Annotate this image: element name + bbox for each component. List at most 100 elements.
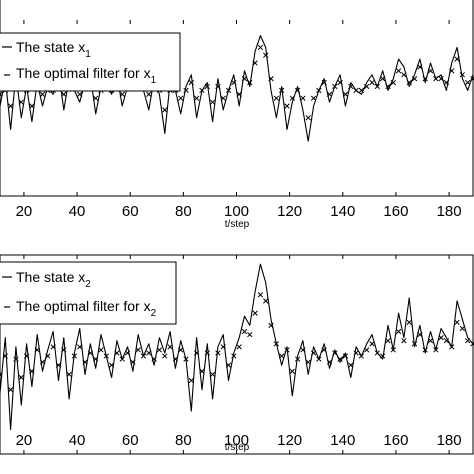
- top-series-filter-point: [220, 95, 226, 101]
- bottom-series-filter-point: [364, 347, 370, 353]
- bottom-series-filter-point: [422, 347, 428, 353]
- top-series-filter-point: [231, 79, 237, 86]
- top-legend-entry-filter-text: The optimal filter for x: [16, 65, 151, 81]
- bottom-series-filter-point: [454, 319, 460, 326]
- bottom-series-filter-point: [146, 350, 152, 356]
- top-series-filter-point: [257, 44, 264, 51]
- bottom-series-filter-point: [443, 338, 450, 344]
- top-series-filter-point: [326, 91, 333, 97]
- top-series-filter-point: [146, 91, 152, 97]
- bottom-series-filter-point: [358, 353, 365, 359]
- top-series-filter-point: [465, 79, 471, 86]
- top-series-filter-point: [18, 99, 24, 105]
- bottom-series-filter-point: [294, 356, 301, 362]
- bottom-series-filter-point: [395, 328, 402, 335]
- top-series-filter-point: [411, 76, 418, 82]
- bottom-series-filter-point: [374, 350, 380, 356]
- bottom-series-filter-point: [55, 362, 62, 368]
- top-series-filter-point: [417, 64, 423, 70]
- top-x-tick-label: 20: [16, 203, 33, 220]
- bottom-series-filter-point: [326, 359, 333, 365]
- top-x-tick-label: 140: [330, 203, 355, 220]
- top-series-filter-point: [241, 76, 248, 82]
- bottom-series-filter-point: [438, 335, 444, 341]
- bottom-series-filter-point: [130, 359, 136, 365]
- bottom-series-filter-point: [433, 347, 439, 353]
- bottom-series-filter-point: [220, 344, 226, 350]
- bottom-series-filter-point: [183, 356, 189, 362]
- top-series-filter-point: [7, 103, 14, 109]
- top-series-filter-point: [183, 87, 189, 94]
- top-series-filter-point: [29, 103, 35, 109]
- top-series-filter-point: [279, 87, 285, 94]
- bottom-series-filter-point: [321, 347, 327, 353]
- bottom-series-filter-point: [66, 371, 72, 378]
- bottom-series-filter-point: [7, 387, 14, 393]
- top-series-filter-point: [204, 83, 210, 90]
- bottom-series-filter-point: [257, 292, 264, 298]
- top-series-filter-point: [236, 91, 242, 97]
- top-x-tick-label: 100: [224, 203, 249, 220]
- bottom-series-filter-point: [18, 374, 24, 381]
- top-x-tick-label: 60: [122, 203, 139, 220]
- bottom-series-filter-point: [417, 331, 423, 338]
- bottom-x-tick-label: 160: [383, 432, 408, 449]
- bottom-series-filter-point: [247, 331, 253, 338]
- top-series-filter-point: [342, 91, 349, 97]
- top-series-filter-point: [337, 79, 343, 86]
- bottom-series-filter-point: [215, 350, 221, 356]
- top-series-filter-point: [193, 95, 200, 101]
- top-series-filter-point: [263, 52, 269, 58]
- top-series-filter-point: [310, 95, 317, 101]
- top-series-state-line: [0, 35, 474, 142]
- top-series-filter-point: [0, 91, 3, 97]
- top-series-filter-point: [390, 79, 396, 86]
- top-series-filter-point: [225, 87, 232, 94]
- bottom-x-tick-label: 80: [175, 432, 192, 449]
- bottom-series-filter-point: [135, 347, 141, 353]
- bottom-series-filter-point: [193, 350, 200, 356]
- bottom-series-filter-point: [225, 362, 232, 368]
- top-x-tick-label: 180: [437, 203, 462, 220]
- bottom-series-filter-point: [119, 356, 125, 362]
- top-series-filter-point: [294, 87, 301, 94]
- top-plot-marks: [0, 35, 474, 142]
- top-series-filter-point: [433, 76, 439, 82]
- top-series-filter-point: [364, 83, 370, 90]
- bottom-series-filter-point: [252, 310, 258, 316]
- top-x-tick-label: 120: [277, 203, 302, 220]
- top-series-filter-point: [454, 56, 460, 62]
- bottom-series-filter-point: [82, 359, 88, 365]
- bottom-series-filter-point: [50, 344, 56, 350]
- bottom-x-tick-label: 100: [224, 432, 249, 449]
- top-plot-axes: [0, 0, 474, 197]
- bottom-series-filter-point: [178, 347, 184, 353]
- top-series-filter-point: [215, 83, 221, 90]
- bottom-series-filter-point: [236, 344, 242, 350]
- top-series-filter-point: [379, 76, 386, 82]
- bottom-series-filter-point: [369, 341, 375, 347]
- bottom-series-filter-point: [45, 353, 51, 359]
- top-series-filter-point: [119, 91, 125, 97]
- top-x-tick-label: 80: [175, 203, 192, 220]
- top-series-filter-point: [385, 83, 391, 90]
- top-x-ticks: 20 40 60 80 100 120 140 160 180: [16, 20, 462, 220]
- bottom-series-filter-point: [401, 338, 407, 344]
- top-series-filter-point: [289, 95, 295, 101]
- bottom-series-filter-point: [406, 319, 412, 326]
- bottom-series-filter-point: [470, 341, 474, 347]
- top-series-filter-point: [395, 68, 402, 74]
- top-series-filter-point: [427, 68, 434, 74]
- bottom-legend-entry-filter-text: The optimal filter for x: [16, 298, 151, 314]
- top-series-filter-point: [401, 72, 407, 78]
- top-chart-panel: 20 40 60 80 100 120 140 160 180 t/step The state…: [0, 0, 474, 230]
- bottom-chart-panel: 20 40 60 80 100 120 140 160 180 t/step The state…: [0, 254, 474, 455]
- top-series-filter-point: [438, 76, 444, 82]
- bottom-series-filter-point: [284, 347, 290, 353]
- top-series-filter-point: [284, 103, 290, 109]
- bottom-x-tick-label: 140: [330, 432, 355, 449]
- top-series-filter-point: [449, 68, 455, 74]
- bottom-series-filter-point: [77, 344, 83, 350]
- bottom-series-filter-point: [273, 341, 280, 347]
- bottom-series-filter-point: [209, 371, 216, 378]
